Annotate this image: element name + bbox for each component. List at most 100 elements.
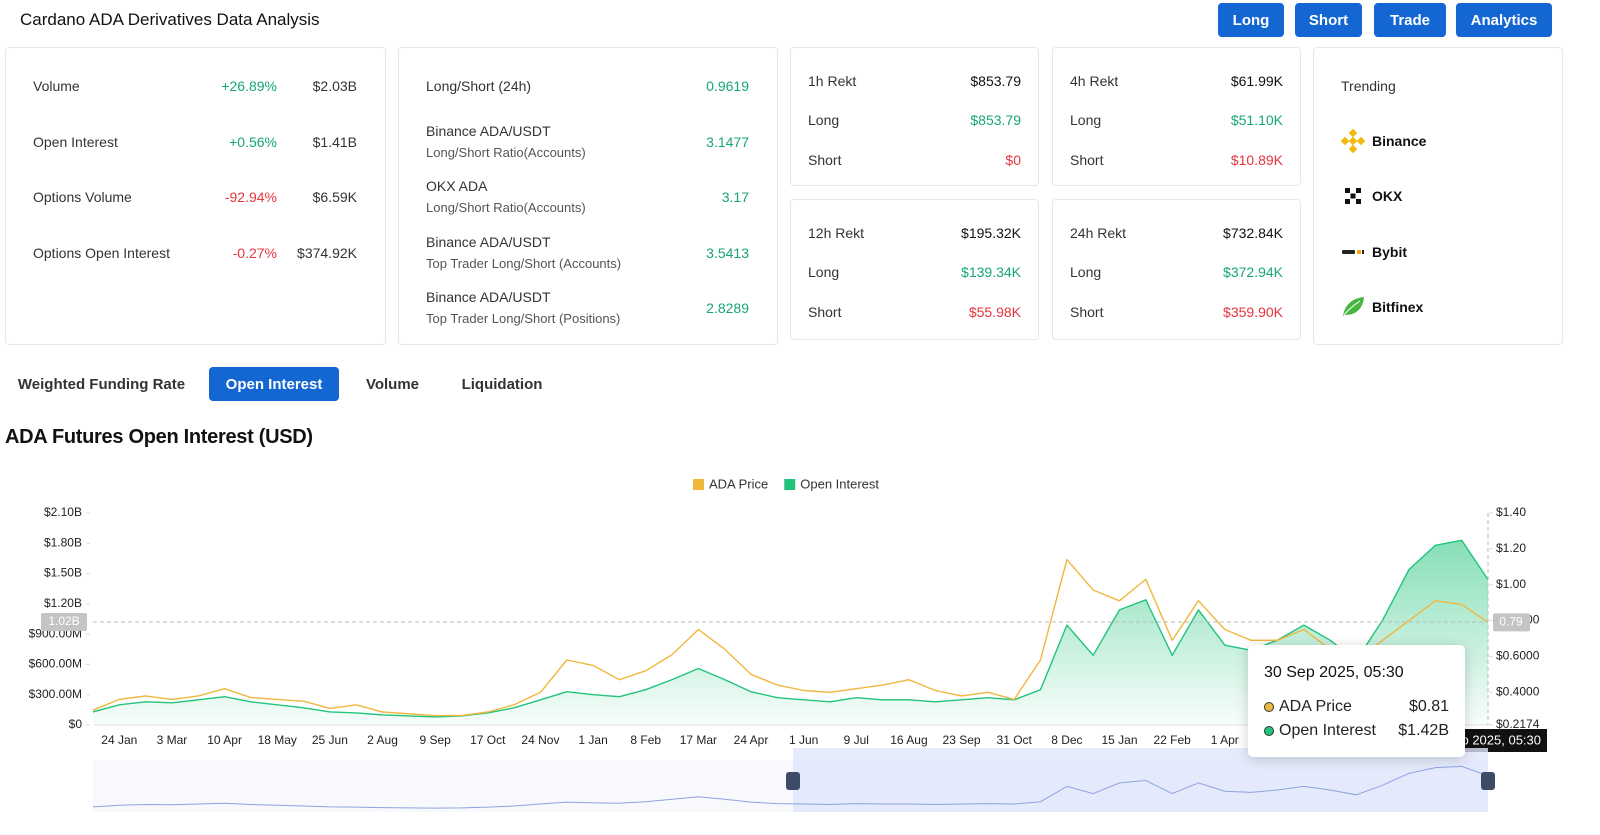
y2-tick-label: $0.6000 [1496,649,1540,663]
trending-item[interactable]: Binance [1372,133,1427,149]
market-stats-card: Volume +26.89% $2.03B Open Interest +0.56% $1… [5,47,386,345]
exchange-icon [1345,188,1361,205]
header-button[interactable]: Analytics [1456,3,1552,37]
y-tick-label: $2.10B [44,505,82,519]
ratios-card: Long/Short (24h) 0.9619 Binance ADA/USDT Lo… [398,47,778,345]
tooltip-title: 30 Sep 2025, 05:30 [1264,664,1404,681]
tooltip-dot [1264,702,1274,712]
rekt-value: $51.10K [1230,112,1283,129]
ratio-value: 3.5413 [706,244,749,261]
rekt-label: Long [808,112,840,129]
rekt-value: $55.98K [968,303,1021,320]
stat-change: +0.56% [229,133,277,150]
rekt-value: $732.84K [1223,225,1283,241]
rekt-value: $0 [1005,151,1021,168]
x-tick-label: 24 Apr [734,733,769,747]
rekt-label: 24h Rekt [1070,225,1127,241]
x-tick-label: 16 Aug [890,733,927,747]
tooltip: 30 Sep 2025, 05:30 ADA Price $0.81 Open Int… [1248,645,1465,757]
rekt-card: 12h Rekt $195.32K Long $139.34K Short $55.98K [790,199,1039,340]
ratio-sublabel: Long/Short Ratio(Accounts) [426,144,586,160]
x-tick-label: 1 Apr [1211,733,1239,747]
exchange-icon [1341,129,1365,153]
trending-title: Trending [1341,78,1396,94]
stat-value: $2.03B [312,78,357,94]
rekt-value: $372.94K [1223,264,1283,281]
exchange-icon [1342,249,1364,254]
x-tick-label: 2 Aug [367,733,398,747]
stat-label: Options Volume [33,189,132,205]
x-tick-label: 18 May [258,733,297,747]
tab[interactable]: Weighted Funding Rate [17,375,186,393]
y-tick-label: $600.00M [29,657,82,671]
ratio-value: 0.9619 [706,78,749,94]
tooltip-dot [1264,726,1274,736]
trending-item[interactable]: Bitfinex [1372,298,1424,315]
ratio-label: Binance ADA/USDT [426,122,551,139]
stat-change: +26.89% [221,78,277,94]
header-button[interactable]: Trade [1374,3,1446,37]
stat-label: Options Open Interest [33,244,170,261]
x-tick-label: 24 Nov [521,733,559,747]
rekt-value: $853.79 [970,112,1021,129]
y2-tick-label: $1.00 [1496,577,1526,591]
rekt-label: Short [1070,151,1104,168]
x-tick-label: 24 Jan [101,733,137,747]
y-tick-label: $1.80B [44,535,82,549]
y-tick-label: $0 [69,717,83,731]
page-title: Cardano ADA Derivatives Data Analysis [20,10,320,29]
rekt-label: Long [1070,112,1102,129]
tooltip-name: Open Interest [1279,722,1377,739]
rekt-label: 1h Rekt [808,73,857,89]
tab[interactable]: Volume [365,375,420,393]
stat-label: Volume [33,78,80,94]
stat-value: $374.92K [297,244,357,261]
x-tick-label: 31 Oct [997,733,1033,747]
tooltip-name: ADA Price [1279,698,1352,715]
rekt-value: $61.99K [1230,73,1283,89]
x-tick-label: 1 Jun [789,733,818,747]
crosshair-y2-label: 0.79 [1499,615,1523,629]
slider-handle[interactable] [786,772,800,790]
crosshair-y2-badge [1493,613,1530,632]
ratio-label: Binance ADA/USDT [426,233,551,250]
crosshair-y-badge [41,613,87,632]
legend-label: Open Interest [800,476,879,491]
x-tick-label: 3 Mar [157,733,188,747]
tooltip-box [1248,645,1465,757]
header-button[interactable]: Short [1295,3,1362,37]
legend-label: ADA Price [709,476,768,491]
trending-item[interactable]: OKX [1372,188,1403,205]
stat-change: -0.27% [232,244,277,261]
rekt-label: 12h Rekt [808,225,865,241]
x-tick-label: 9 Sep [419,733,451,747]
trending-item[interactable]: Bybit [1372,243,1407,260]
y-tick-label: $300.00M [29,687,82,701]
slider-handle[interactable] [1481,772,1495,790]
x-tick-label: 15 Jan [1101,733,1137,747]
stat-label: Open Interest [33,133,118,150]
tab[interactable]: Open Interest [209,367,339,401]
x-tick-label: 22 Feb [1153,733,1191,747]
y2-tick-label: $0.4000 [1496,684,1540,698]
rekt-value: $195.32K [961,225,1021,241]
rekt-label: 4h Rekt [1070,73,1119,89]
ratio-label: OKX ADA [426,178,488,194]
tab[interactable]: Liquidation [461,375,543,393]
legend-swatch [784,479,796,490]
x-tick-label: 8 Feb [630,733,661,747]
rekt-value: $139.34K [961,264,1021,281]
rekt-value: $10.89K [1230,151,1283,168]
slider-window [793,748,1488,812]
header-button[interactable]: Long [1218,3,1284,37]
y2-tick-label: $1.40 [1496,505,1526,519]
ratio-value: 3.17 [721,189,749,205]
x-tick-label: 17 Mar [680,733,717,747]
crosshair-y-label: 1.02B [48,614,79,628]
rekt-card: 4h Rekt $61.99K Long $51.10K Short $10.89K [1052,47,1301,186]
x-tick-label: 25 Jun [312,733,348,747]
exchange-icon [1343,296,1364,316]
